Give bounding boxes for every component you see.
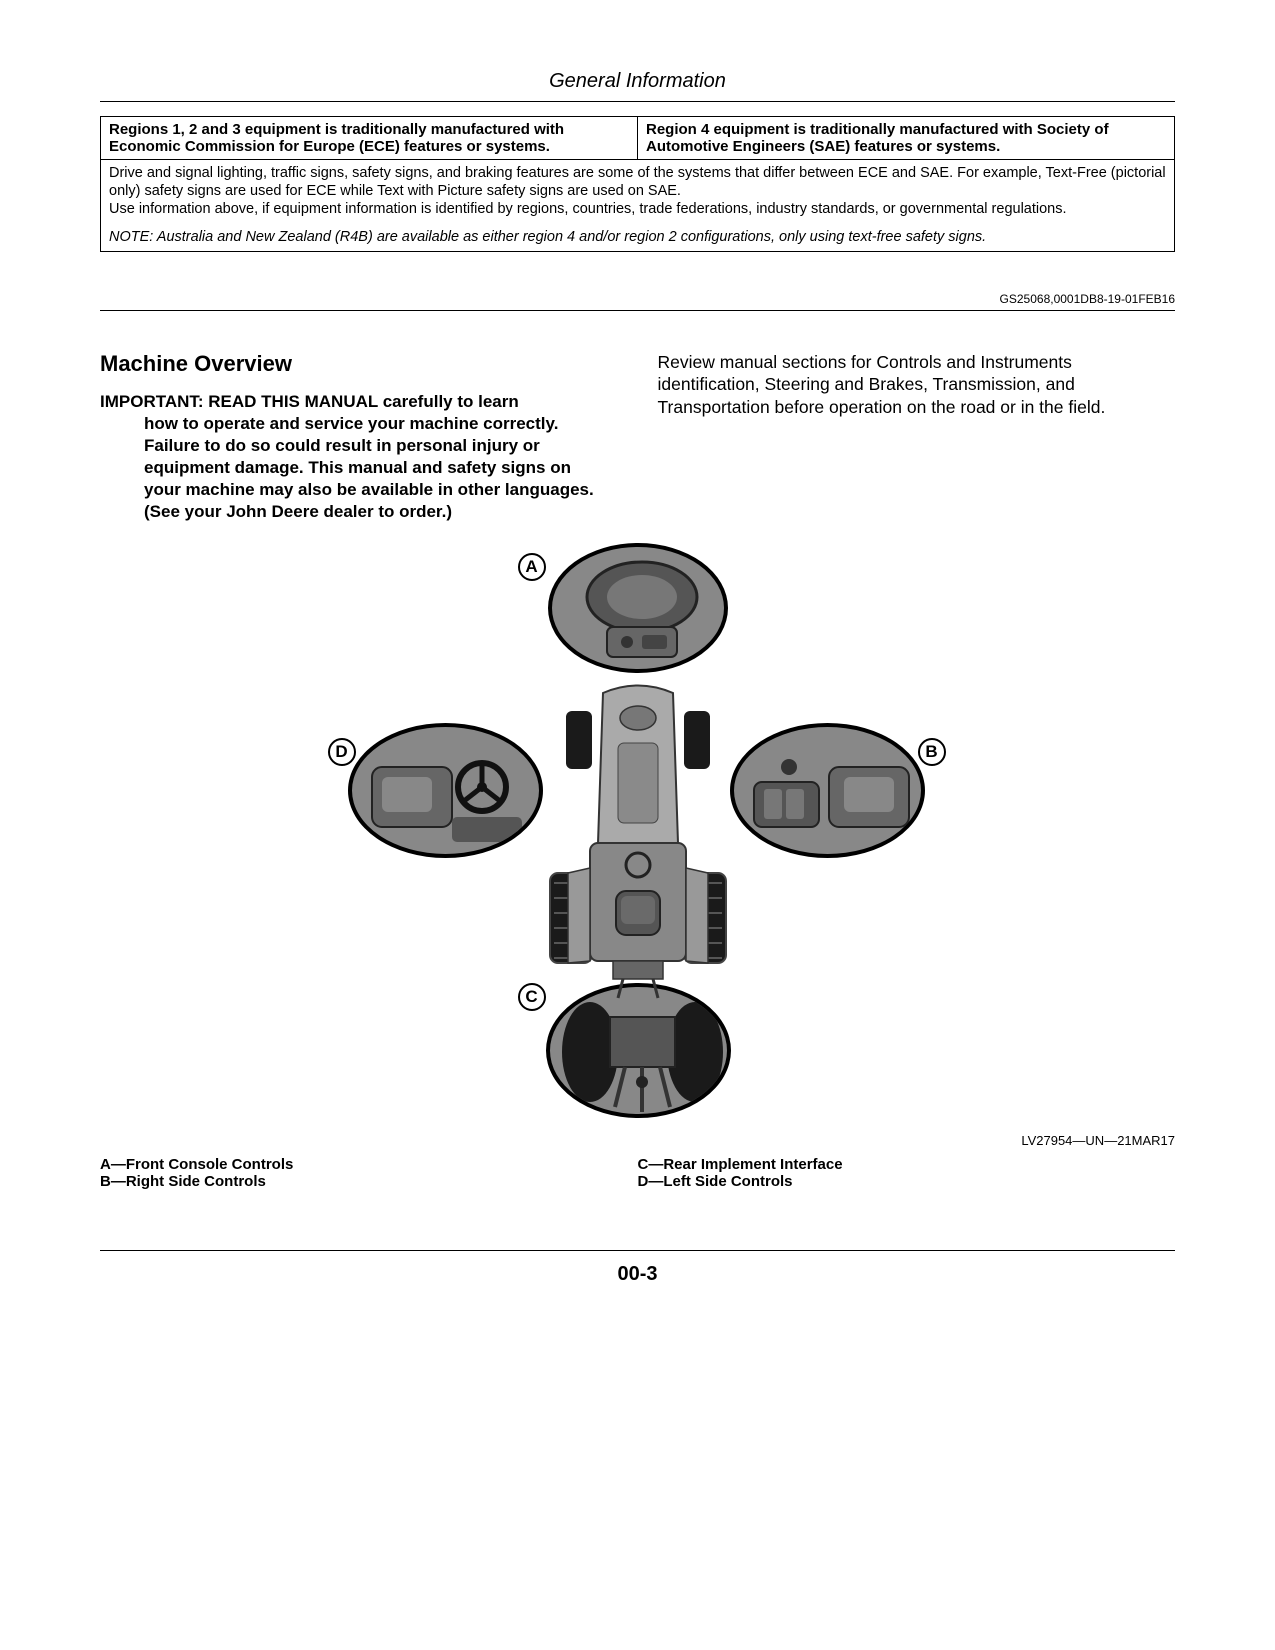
important-body: how to operate and service your machine … bbox=[100, 413, 608, 523]
callout-label-d: D bbox=[328, 738, 356, 766]
region-left-header: Regions 1, 2 and 3 equipment is traditio… bbox=[101, 117, 638, 160]
section-title: Machine Overview bbox=[100, 351, 618, 377]
page-container: General Information Regions 1, 2 and 3 e… bbox=[0, 0, 1275, 1346]
rear-implement-icon bbox=[550, 987, 731, 1118]
console-icon bbox=[552, 547, 728, 673]
region-note: NOTE: Australia and New Zealand (R4B) ar… bbox=[109, 228, 1166, 246]
callout-bubble-d bbox=[348, 723, 543, 858]
legend-a: A—Front Console Controls bbox=[100, 1156, 638, 1173]
important-notice: IMPORTANT: READ THIS MANUAL carefully to… bbox=[100, 391, 618, 524]
page-header-title: General Information bbox=[100, 70, 1175, 93]
two-column-layout: Machine Overview IMPORTANT: READ THIS MA… bbox=[100, 351, 1175, 524]
legend: A—Front Console Controls B—Right Side Co… bbox=[100, 1156, 1175, 1190]
callout-bubble-c bbox=[546, 983, 731, 1118]
legend-right: C—Rear Implement Interface D—Left Side C… bbox=[638, 1156, 1176, 1190]
region-body-p2: Use information above, if equipment info… bbox=[109, 201, 1067, 217]
reference-code-1: GS25068,0001DB8-19-01FEB16 bbox=[100, 292, 1175, 306]
important-lead: IMPORTANT: READ THIS MANUAL carefully to… bbox=[100, 392, 519, 411]
legend-c: C—Rear Implement Interface bbox=[638, 1156, 1176, 1173]
diagram-container: A D bbox=[100, 543, 1175, 1123]
table-body-row: Drive and signal lighting, traffic signs… bbox=[101, 160, 1175, 252]
region-right-header: Region 4 equipment is traditionally manu… bbox=[638, 117, 1175, 160]
region-info-table: Regions 1, 2 and 3 equipment is traditio… bbox=[100, 116, 1175, 252]
callout-label-b: B bbox=[918, 738, 946, 766]
footer-rule bbox=[100, 1250, 1175, 1251]
legend-left: A—Front Console Controls B—Right Side Co… bbox=[100, 1156, 638, 1190]
region-body-cell: Drive and signal lighting, traffic signs… bbox=[101, 160, 1175, 252]
mid-rule bbox=[100, 310, 1175, 311]
left-controls-icon bbox=[352, 727, 543, 858]
right-column: Review manual sections for Controls and … bbox=[658, 351, 1176, 524]
callout-label-c: C bbox=[518, 983, 546, 1011]
callout-bubble-b bbox=[730, 723, 925, 858]
header-rule bbox=[100, 101, 1175, 102]
legend-d: D—Left Side Controls bbox=[638, 1173, 1176, 1190]
legend-b: B—Right Side Controls bbox=[100, 1173, 638, 1190]
table-header-row: Regions 1, 2 and 3 equipment is traditio… bbox=[101, 117, 1175, 160]
callout-bubble-a bbox=[548, 543, 728, 673]
machine-diagram: A D bbox=[318, 543, 958, 1123]
page-number: 00-3 bbox=[100, 1263, 1175, 1286]
callout-label-a: A bbox=[518, 553, 546, 581]
image-reference: LV27954—UN—21MAR17 bbox=[100, 1133, 1175, 1148]
review-text: Review manual sections for Controls and … bbox=[658, 351, 1176, 419]
right-controls-icon bbox=[734, 727, 925, 858]
region-body-p1: Drive and signal lighting, traffic signs… bbox=[109, 165, 1166, 199]
left-column: Machine Overview IMPORTANT: READ THIS MA… bbox=[100, 351, 618, 524]
